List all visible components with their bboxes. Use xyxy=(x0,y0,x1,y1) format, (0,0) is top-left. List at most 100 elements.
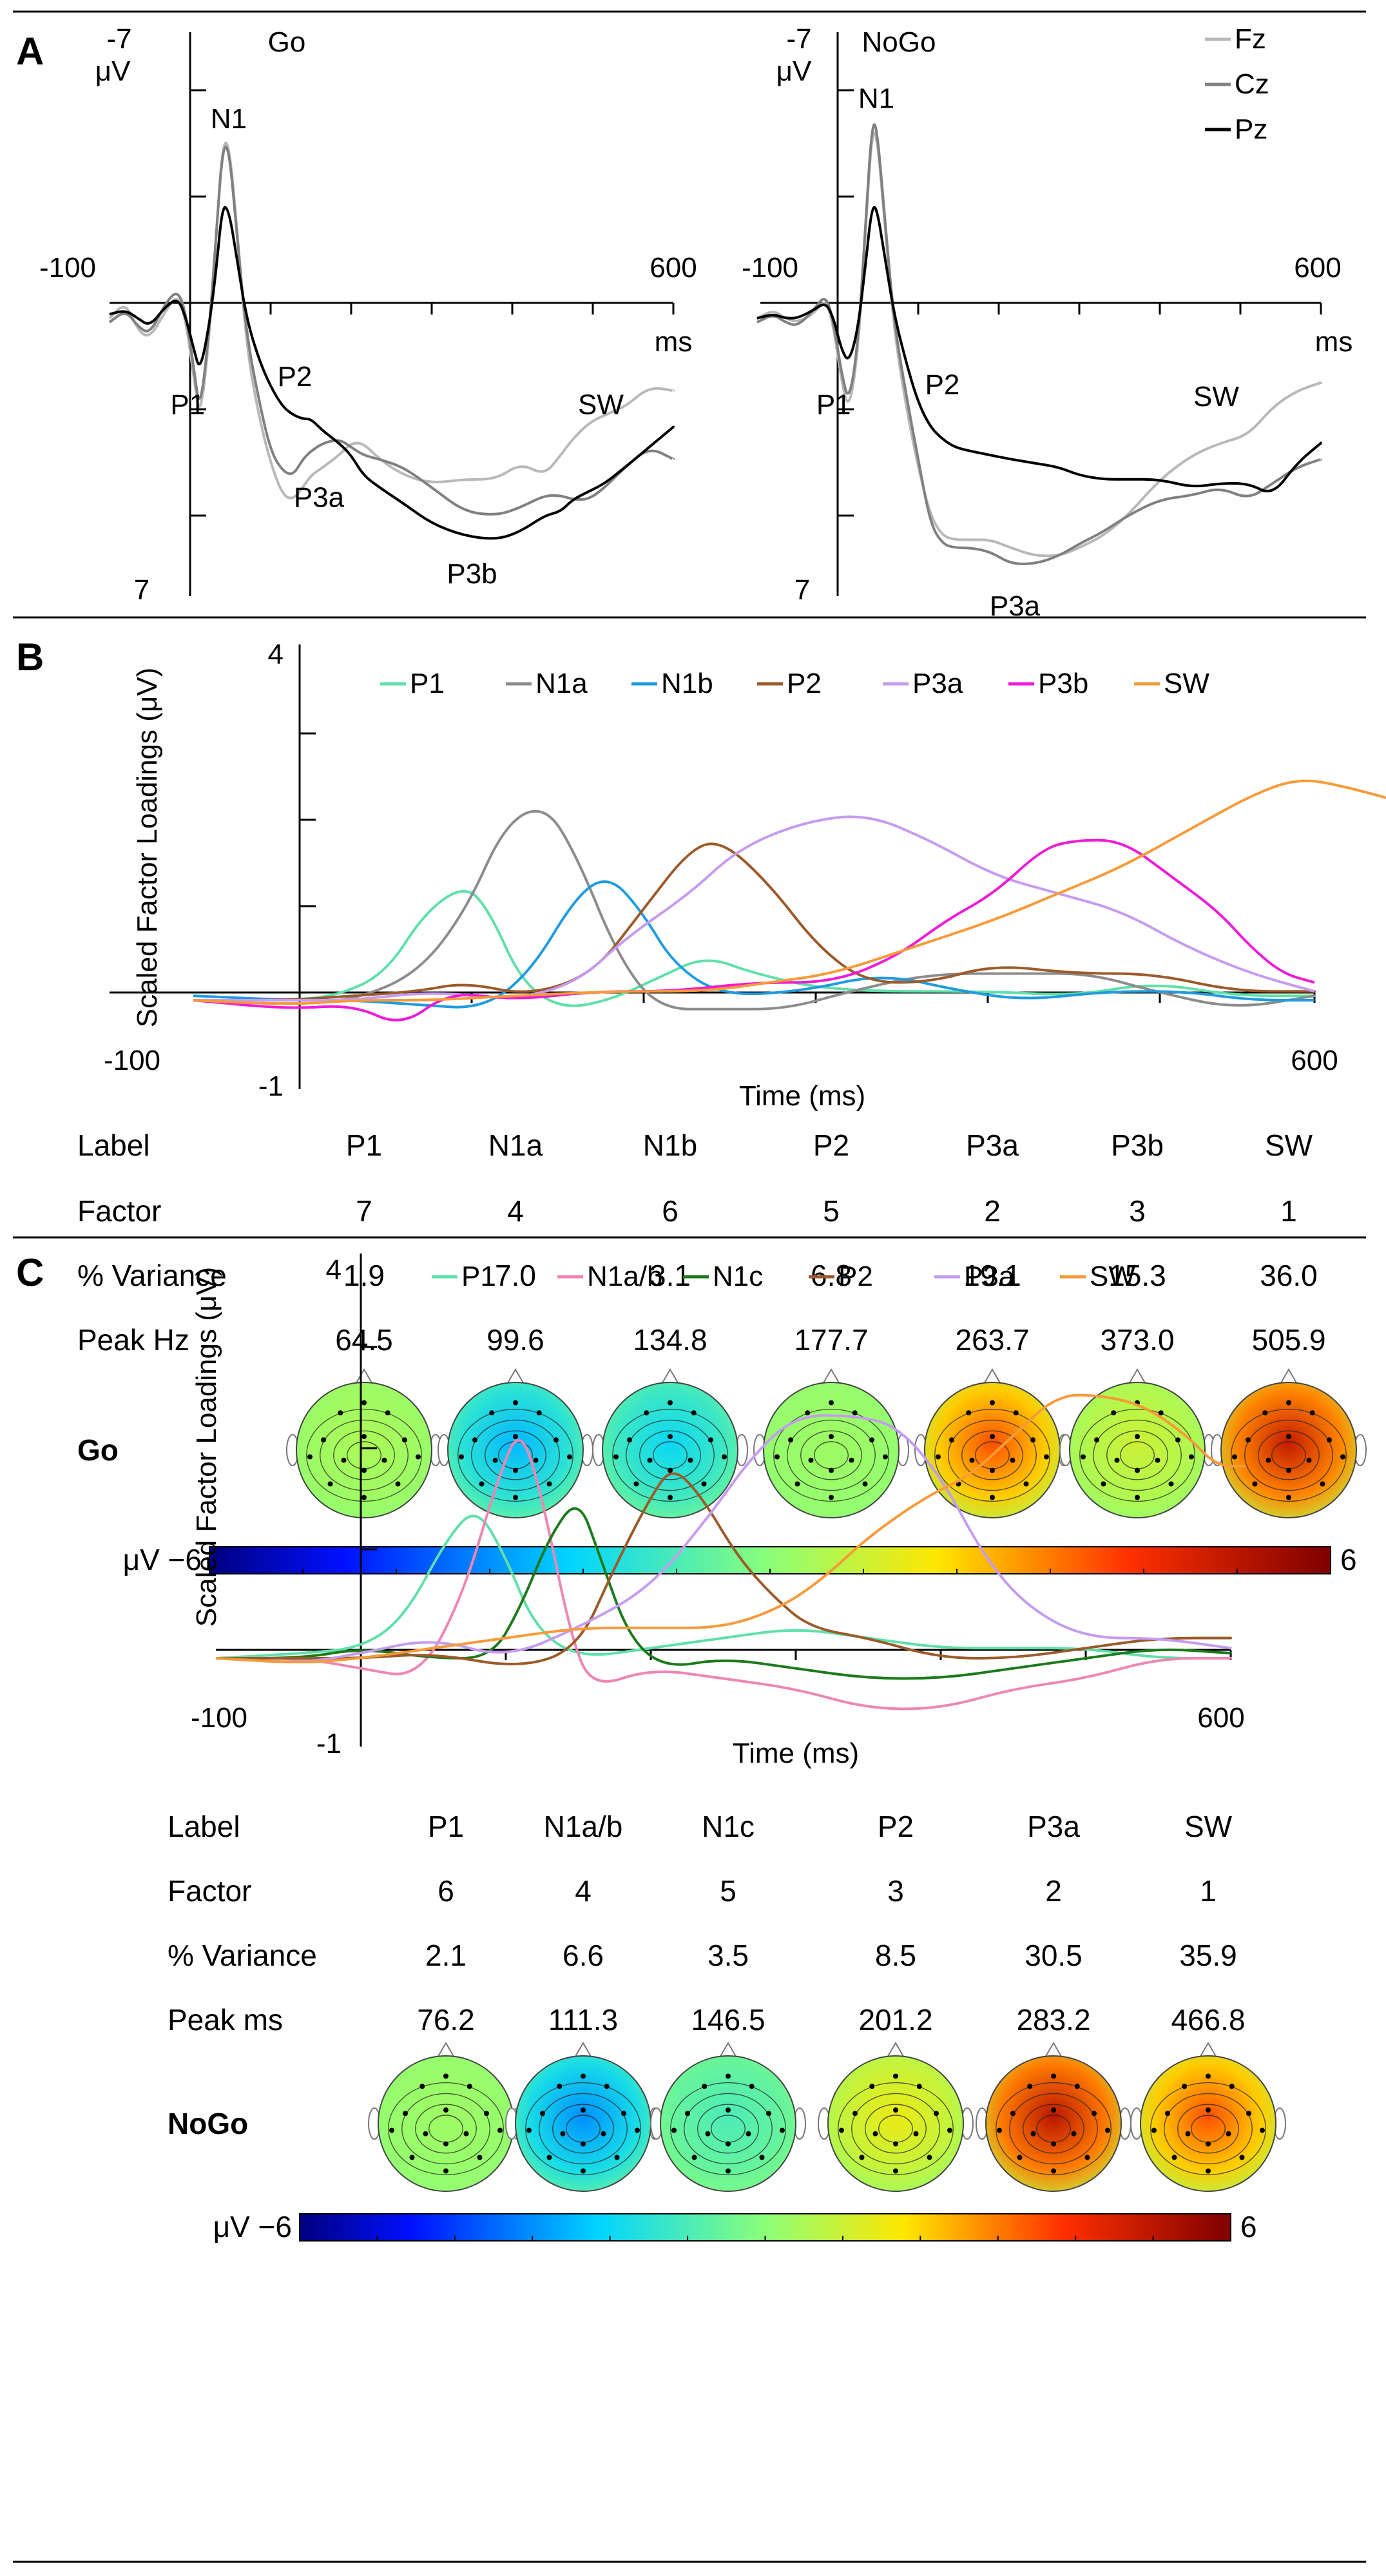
x-min-label: -100 xyxy=(191,1702,247,1734)
table-cell: 146.5 xyxy=(691,2003,765,2037)
table-cell: 263.7 xyxy=(955,1323,1029,1357)
series-line-p2 xyxy=(216,1472,1233,1665)
legend-label: N1b xyxy=(661,668,713,699)
table-row-head: Peak ms xyxy=(168,2003,283,2037)
series-line-n1a-b xyxy=(216,1438,1233,1710)
chart-b: 4 -1 -100 600 Time (ms) Scaled Factor Lo… xyxy=(104,639,1386,1112)
ticks xyxy=(300,732,1316,1003)
table-cell: SW xyxy=(1184,1810,1233,1843)
peak-annotation: P3b xyxy=(447,558,497,590)
table-cell: 1 xyxy=(1280,1194,1297,1228)
table-cell: 15.3 xyxy=(1108,1259,1166,1292)
table-cell: 201.2 xyxy=(858,2003,932,2037)
colorbar-min-label: μV −6 xyxy=(123,1543,202,1576)
table-cell: 4 xyxy=(575,1874,592,1908)
series-group: N1 P1 P2 P3a P3b SW xyxy=(108,103,675,590)
panel-letter-b: B xyxy=(16,635,44,679)
legend-label: P1 xyxy=(410,668,445,699)
table-cell: 36.0 xyxy=(1260,1259,1318,1292)
table-row-head: Factor xyxy=(168,1874,251,1908)
peak-annotation: P3a xyxy=(294,481,345,513)
scalp-map xyxy=(505,2042,661,2192)
y-bottom-label: 7 xyxy=(134,574,149,606)
x-min-label: -100 xyxy=(104,1045,160,1076)
table-cell: 3 xyxy=(887,1874,904,1908)
legend-label: Cz xyxy=(1235,68,1269,100)
y-top-label: -7 xyxy=(786,23,811,55)
table-cell: 505.9 xyxy=(1251,1323,1325,1357)
table-cell: 1.9 xyxy=(343,1259,385,1292)
colorbar-min-label: μV −6 xyxy=(213,2210,292,2243)
legend-label: P3b xyxy=(1038,668,1088,699)
peak-annotation: P2 xyxy=(925,369,960,400)
peak-annotation: P2 xyxy=(278,361,313,392)
table-cell: 6 xyxy=(438,1874,454,1908)
legend-label: Fz xyxy=(1235,23,1266,55)
table-cell: P3a xyxy=(966,1128,1019,1162)
table-cell: N1a xyxy=(488,1128,543,1162)
table-row-head: Label xyxy=(77,1128,150,1162)
series-line-pz xyxy=(109,206,675,540)
x-unit-label: ms xyxy=(655,326,693,358)
series-line-n1a xyxy=(193,809,1316,1011)
legend-label: P3a xyxy=(964,1261,1015,1292)
table-cell: 466.8 xyxy=(1171,2003,1245,2037)
ticks xyxy=(190,89,675,517)
series-line-p2 xyxy=(193,842,1316,1002)
series-line-p1 xyxy=(215,1515,1233,1660)
legend-label: N1c xyxy=(713,1261,763,1292)
table-cell: 30.5 xyxy=(1025,1939,1083,1972)
legend-label: SW xyxy=(1090,1261,1135,1292)
scalp-map xyxy=(1211,1368,1367,1518)
x-axis-title: Time (ms) xyxy=(733,1738,859,1769)
scalp-map xyxy=(818,2042,974,2192)
scalp-map xyxy=(1130,2042,1286,2192)
legend-label: P2 xyxy=(838,1261,873,1292)
y-max-label: 4 xyxy=(326,1254,342,1286)
ticks xyxy=(838,89,1322,517)
factor-table-c: Label P1 N1a/b N1c P2 P3a SW Factor 6 4 5 3 2 1 % Vari… xyxy=(168,1810,1286,2243)
panel-letter-c: C xyxy=(16,1251,44,1294)
chart-title: NoGo xyxy=(862,26,936,58)
chart-title: Go xyxy=(268,26,306,58)
peak-annotation: N1 xyxy=(211,103,247,135)
table-cell: 373.0 xyxy=(1100,1323,1174,1357)
table-row-head: Factor xyxy=(77,1194,161,1228)
scalp-map xyxy=(753,1368,909,1518)
table-cell: 2.1 xyxy=(425,1939,467,1972)
table-cell: 6.6 xyxy=(563,1939,604,1972)
peak-annotation: SW xyxy=(1193,381,1239,412)
legend: Fz Cz Pz xyxy=(1205,23,1269,145)
x-axis-title: Time (ms) xyxy=(739,1080,865,1112)
table-cell: 19.1 xyxy=(963,1259,1021,1292)
x-min-label: -100 xyxy=(742,252,798,284)
legend-label: SW xyxy=(1164,668,1209,699)
table-cell: N1c xyxy=(702,1810,755,1843)
table-cell: 2 xyxy=(1045,1874,1062,1908)
table-cell: N1b xyxy=(643,1128,697,1162)
table-cell: P2 xyxy=(813,1128,849,1162)
y-unit-label: μV xyxy=(776,55,812,87)
legend-label: P3a xyxy=(912,668,963,699)
y-min-label: -1 xyxy=(316,1728,342,1759)
table-cell: 8.5 xyxy=(875,1939,916,1972)
table-cell: 64.5 xyxy=(335,1323,393,1357)
colorbar-max-label: 6 xyxy=(1240,2210,1257,2243)
series-line-p3a xyxy=(193,815,1315,1002)
chart-a-go: N1 P1 P2 P3a P3b SW -7 μV 7 -100 600 ms Go xyxy=(39,23,697,606)
x-max-label: 600 xyxy=(650,252,697,284)
scalp-map xyxy=(650,2042,806,2192)
table-cell: 6 xyxy=(662,1194,679,1228)
table-cell: 283.2 xyxy=(1016,2003,1090,2037)
table-cell: 3 xyxy=(1129,1194,1146,1228)
legend-label: N1a xyxy=(535,668,588,699)
x-max-label: 600 xyxy=(1291,1045,1338,1076)
table-cell: P3a xyxy=(1027,1810,1080,1843)
table-cell: 2 xyxy=(984,1194,1001,1228)
legend-label: Pz xyxy=(1235,113,1267,145)
table-cell: P1 xyxy=(428,1810,464,1843)
panel-letter-a: A xyxy=(16,30,44,73)
table-cell: SW xyxy=(1265,1128,1313,1162)
x-max-label: 600 xyxy=(1294,252,1341,284)
table-cell: 99.6 xyxy=(486,1323,544,1357)
